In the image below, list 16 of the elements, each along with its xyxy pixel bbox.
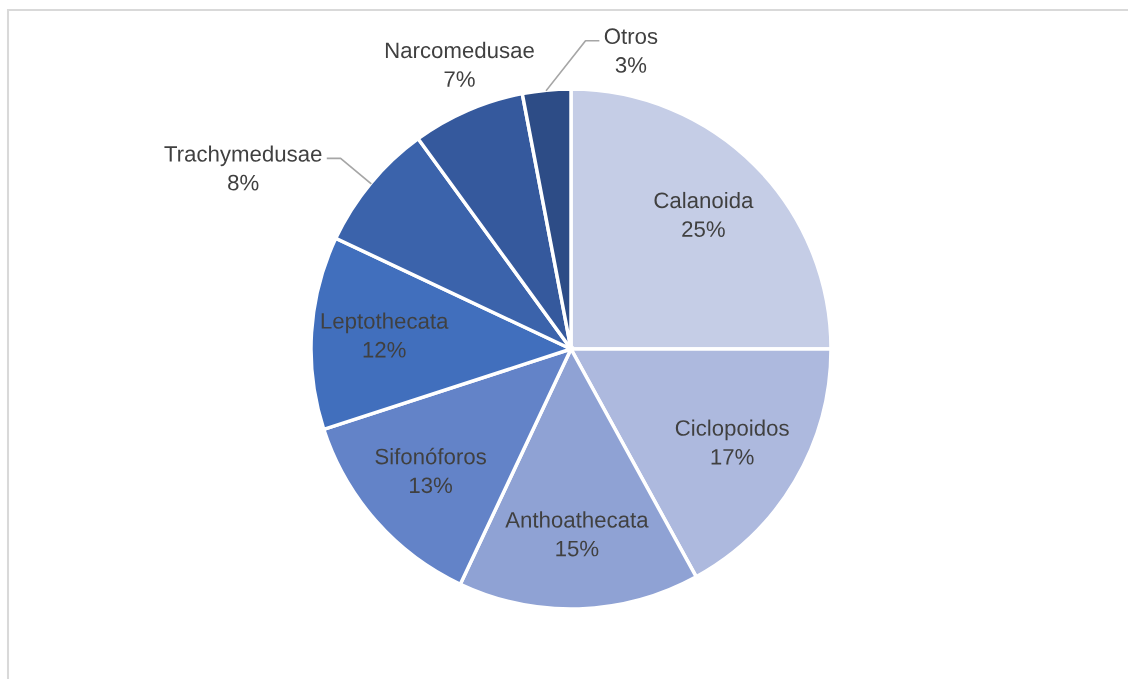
data-label: 12% [363, 341, 406, 358]
data-label: 25% [682, 221, 725, 237]
slice-label: Ciclopoidos [675, 419, 789, 441]
slice-label: Calanoida [654, 191, 754, 209]
data-label: 17% [711, 449, 754, 465]
data-label: 13% [410, 477, 453, 494]
data-label: 15% [556, 540, 599, 557]
slice-label: Trachymedusae [164, 145, 322, 167]
slice-label: Anthoathecata [505, 511, 649, 528]
data-label: 8% [228, 174, 259, 191]
slice-label: Leptothecata [321, 312, 449, 334]
slice-label: Sifonóforos [375, 447, 486, 465]
slice-label: Otros [604, 28, 658, 45]
slice-label: Narcomedusae [385, 41, 534, 59]
data-label: 3% [615, 57, 647, 73]
data-label: 7% [444, 71, 475, 87]
